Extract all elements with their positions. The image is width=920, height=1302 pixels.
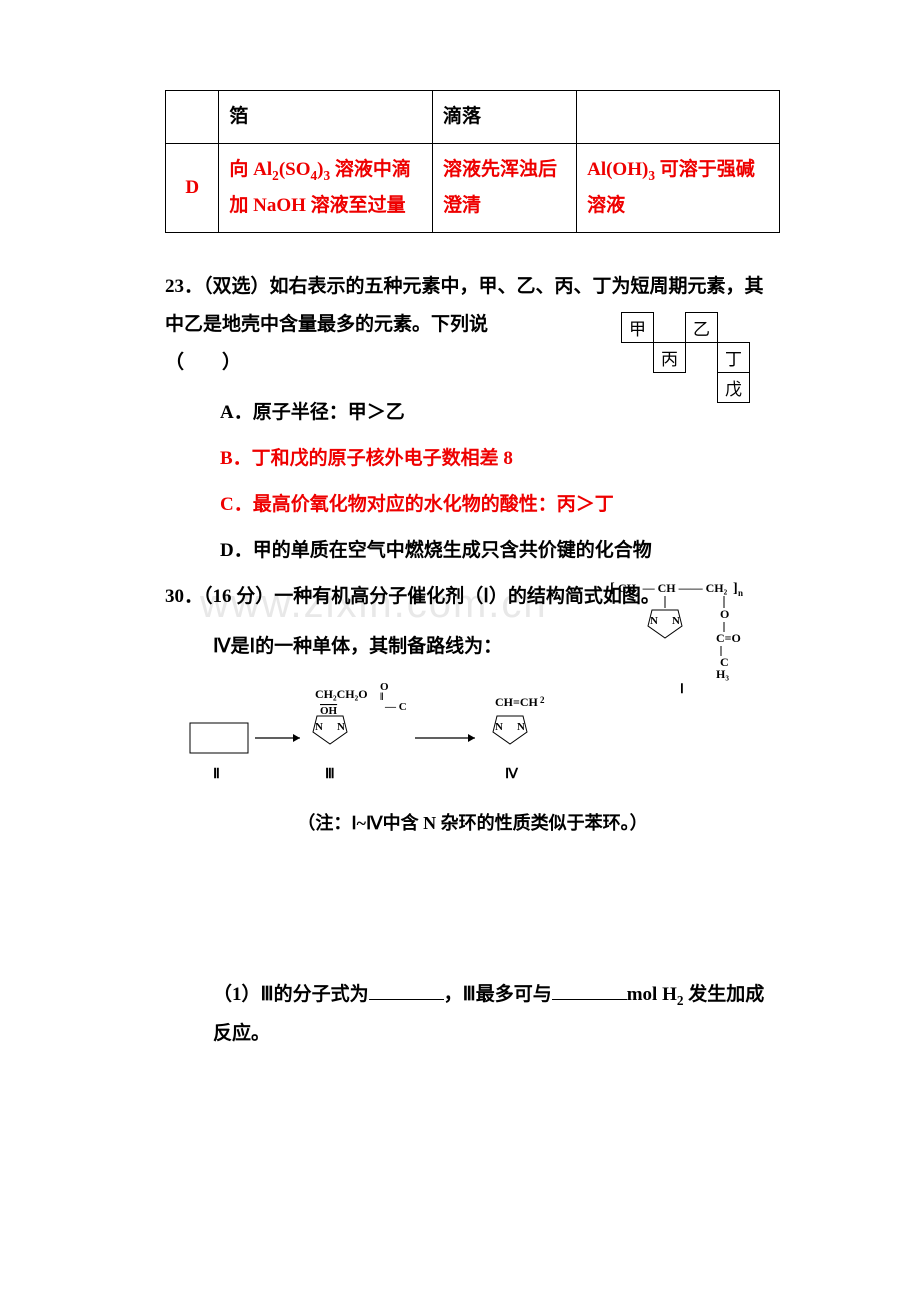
svg-text:N: N: [495, 721, 503, 733]
option-c: C．最高价氧化物对应的水化物的酸性：丙＞丁: [220, 486, 780, 524]
sub1-b: ，Ⅲ最多可与: [444, 984, 552, 1005]
blank-1: [369, 978, 444, 1000]
cell-label-d: D: [166, 144, 219, 233]
svg-text:CH₂CH₂O: CH₂CH₂O: [315, 687, 368, 701]
cell-yi: 乙: [686, 313, 718, 343]
table-row: 丙 丁: [622, 343, 750, 373]
cell-empty: [654, 313, 686, 343]
subscript: 2: [677, 993, 684, 1008]
cell-phenom: 滴落: [432, 91, 576, 144]
cell-empty: [622, 373, 654, 403]
svg-text:C=O: C=O: [716, 631, 741, 645]
svg-text:OH: OH: [320, 705, 338, 717]
cell-concl: [577, 91, 780, 144]
cell-empty: [654, 373, 686, 403]
subscript: 3: [648, 168, 655, 183]
cell-jia: 甲: [622, 313, 654, 343]
svg-text:n: n: [738, 588, 743, 598]
q23-container: 23．（双选）如右表示的五种元素中，甲、乙、丙、丁为短周期元素，其中乙是地壳中含…: [165, 268, 780, 570]
option-b: B．丁和戊的原子核外电子数相差 8: [220, 440, 780, 478]
svg-text:Ⅰ: Ⅰ: [680, 681, 684, 696]
cell-op: 箔: [219, 91, 433, 144]
svg-text:N: N: [315, 721, 323, 733]
table-row: 戊: [622, 373, 750, 403]
structure-i-svg: [ CH₂ — CH —— CH₂ ] n O C=O C H₃ N N Ⅰ: [610, 578, 765, 698]
op-text: 向 Al: [229, 159, 272, 180]
svg-text:N: N: [517, 721, 525, 733]
cell-ding: 丁: [718, 343, 750, 373]
svg-text:N: N: [672, 615, 680, 627]
svg-text:CH=CH: CH=CH: [495, 695, 539, 709]
cell-concl-d: Al(OH)3 可溶于强碱溶液: [577, 144, 780, 233]
q30-container: 30．（16 分）一种有机高分子催化剂（Ⅰ）的结构简式如图。 [ CH₂ — C…: [165, 578, 780, 841]
svg-text:O: O: [720, 607, 729, 621]
svg-text:2: 2: [540, 695, 545, 705]
cell-bing: 丙: [654, 343, 686, 373]
svg-text:[: [: [610, 581, 615, 596]
structure-i: [ CH₂ — CH —— CH₂ ] n O C=O C H₃ N N Ⅰ: [610, 578, 765, 700]
sub1-a: （1）Ⅲ的分子式为: [213, 984, 369, 1005]
q30-note: （注：Ⅰ~Ⅳ中含 N 杂环的性质类似于苯环。）: [165, 805, 780, 841]
cell-empty: [622, 343, 654, 373]
concl-text: Al(OH): [587, 159, 648, 180]
q30-num: 30．: [165, 586, 203, 607]
cell-empty: [686, 373, 718, 403]
cell-phenom-d: 溶液先浑浊后澄清: [432, 144, 576, 233]
blank-2: [552, 978, 627, 1000]
subscript: 2: [272, 168, 279, 183]
svg-text:N: N: [337, 721, 345, 733]
svg-text:‖: ‖: [380, 691, 384, 703]
scheme-svg: CH₂CH₂O O ‖ — C OH N N CH=CH 2 N N Ⅱ Ⅲ: [185, 678, 645, 788]
q23-options: A．原子半径：甲＞乙 B．丁和戊的原子核外电子数相差 8 C．最高价氧化物对应的…: [165, 394, 780, 570]
svg-text:Ⅱ: Ⅱ: [213, 767, 220, 782]
table-row: D 向 Al2(SO4)3 溶液中滴加 NaOH 溶液至过量 溶液先浑浊后澄清 …: [166, 144, 780, 233]
svg-text:Ⅳ: Ⅳ: [505, 767, 519, 782]
svg-text:]: ]: [733, 581, 738, 596]
sub1-c: mol H: [627, 984, 677, 1005]
page-content: 箔 滴落 D 向 Al2(SO4)3 溶液中滴加 NaOH 溶液至过量 溶液先浑…: [0, 0, 920, 1103]
option-d: D．甲的单质在空气中燃烧生成只含共价键的化合物: [220, 532, 780, 570]
cell-label-empty: [166, 91, 219, 144]
q30-head-text: （16 分）一种有机高分子催化剂（Ⅰ）的结构简式如图。: [203, 586, 660, 607]
cell-wu: 戊: [718, 373, 750, 403]
table-row: 甲 乙: [622, 313, 750, 343]
cell-empty: [686, 343, 718, 373]
svg-text:CH₂ — CH —— CH₂: CH₂ — CH —— CH₂: [618, 581, 728, 595]
q23-num: 23．: [165, 276, 203, 297]
svg-text:N: N: [650, 615, 658, 627]
table-row: 箔 滴落: [166, 91, 780, 144]
cell-op-d: 向 Al2(SO4)3 溶液中滴加 NaOH 溶液至过量: [219, 144, 433, 233]
cell-empty: [718, 313, 750, 343]
experiment-table: 箔 滴落 D 向 Al2(SO4)3 溶液中滴加 NaOH 溶液至过量 溶液先浑…: [165, 90, 780, 233]
q30-sub1: （1）Ⅲ的分子式为，Ⅲ最多可与mol H2 发生加成反应。: [165, 976, 780, 1052]
svg-text:Ⅲ: Ⅲ: [325, 767, 335, 782]
svg-text:H₃: H₃: [716, 667, 729, 681]
svg-text:— C: — C: [384, 701, 407, 713]
op-text: (SO: [279, 159, 311, 180]
periodic-mini-table: 甲 乙 丙 丁 戊: [621, 312, 750, 403]
